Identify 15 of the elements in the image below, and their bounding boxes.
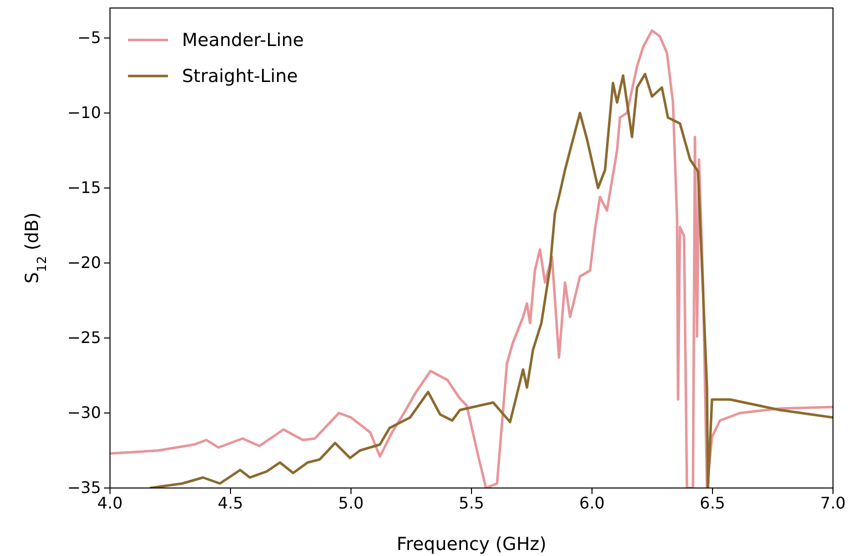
x-tick-label: 6.5 [700,493,726,512]
y-tick-label: −20 [67,253,101,272]
y-tick-label: −15 [67,178,101,198]
y-tick-label: −25 [67,328,101,348]
x-tick-label: 4.5 [218,493,244,512]
x-tick-label: 5.0 [338,493,364,512]
legend-label: Meander-Line [182,30,304,51]
legend-label: Straight-Line [182,66,298,87]
x-tick-label: 7.0 [820,493,846,512]
x-tick-label: 5.5 [458,493,484,512]
x-tick-label: 6.0 [579,493,605,512]
x-axis-title: Frequency (GHz) [396,534,546,555]
y-tick-label: −30 [67,403,101,422]
y-tick-label: −10 [67,103,101,122]
y-tick-label: −5 [77,28,101,48]
